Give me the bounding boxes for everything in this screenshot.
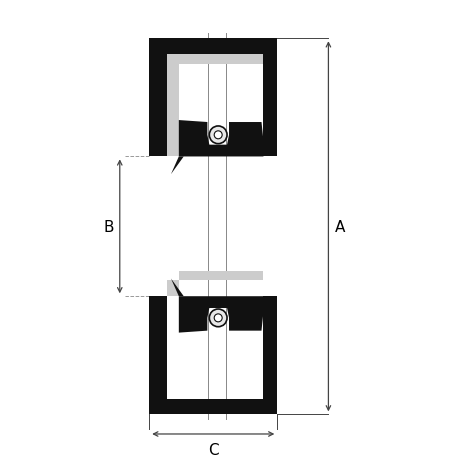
Text: A: A bbox=[335, 219, 345, 235]
Polygon shape bbox=[167, 55, 263, 157]
Polygon shape bbox=[179, 121, 263, 157]
Polygon shape bbox=[179, 297, 263, 333]
Polygon shape bbox=[263, 297, 277, 399]
Polygon shape bbox=[263, 55, 277, 157]
Polygon shape bbox=[149, 39, 277, 55]
Polygon shape bbox=[149, 399, 277, 414]
Polygon shape bbox=[149, 297, 167, 414]
Circle shape bbox=[214, 314, 222, 322]
Polygon shape bbox=[149, 39, 167, 157]
Circle shape bbox=[209, 127, 227, 144]
Circle shape bbox=[209, 309, 227, 327]
Polygon shape bbox=[171, 279, 183, 297]
Polygon shape bbox=[171, 157, 183, 175]
Text: C: C bbox=[207, 442, 218, 457]
Circle shape bbox=[214, 132, 222, 140]
Text: B: B bbox=[103, 219, 114, 235]
Polygon shape bbox=[167, 271, 263, 297]
